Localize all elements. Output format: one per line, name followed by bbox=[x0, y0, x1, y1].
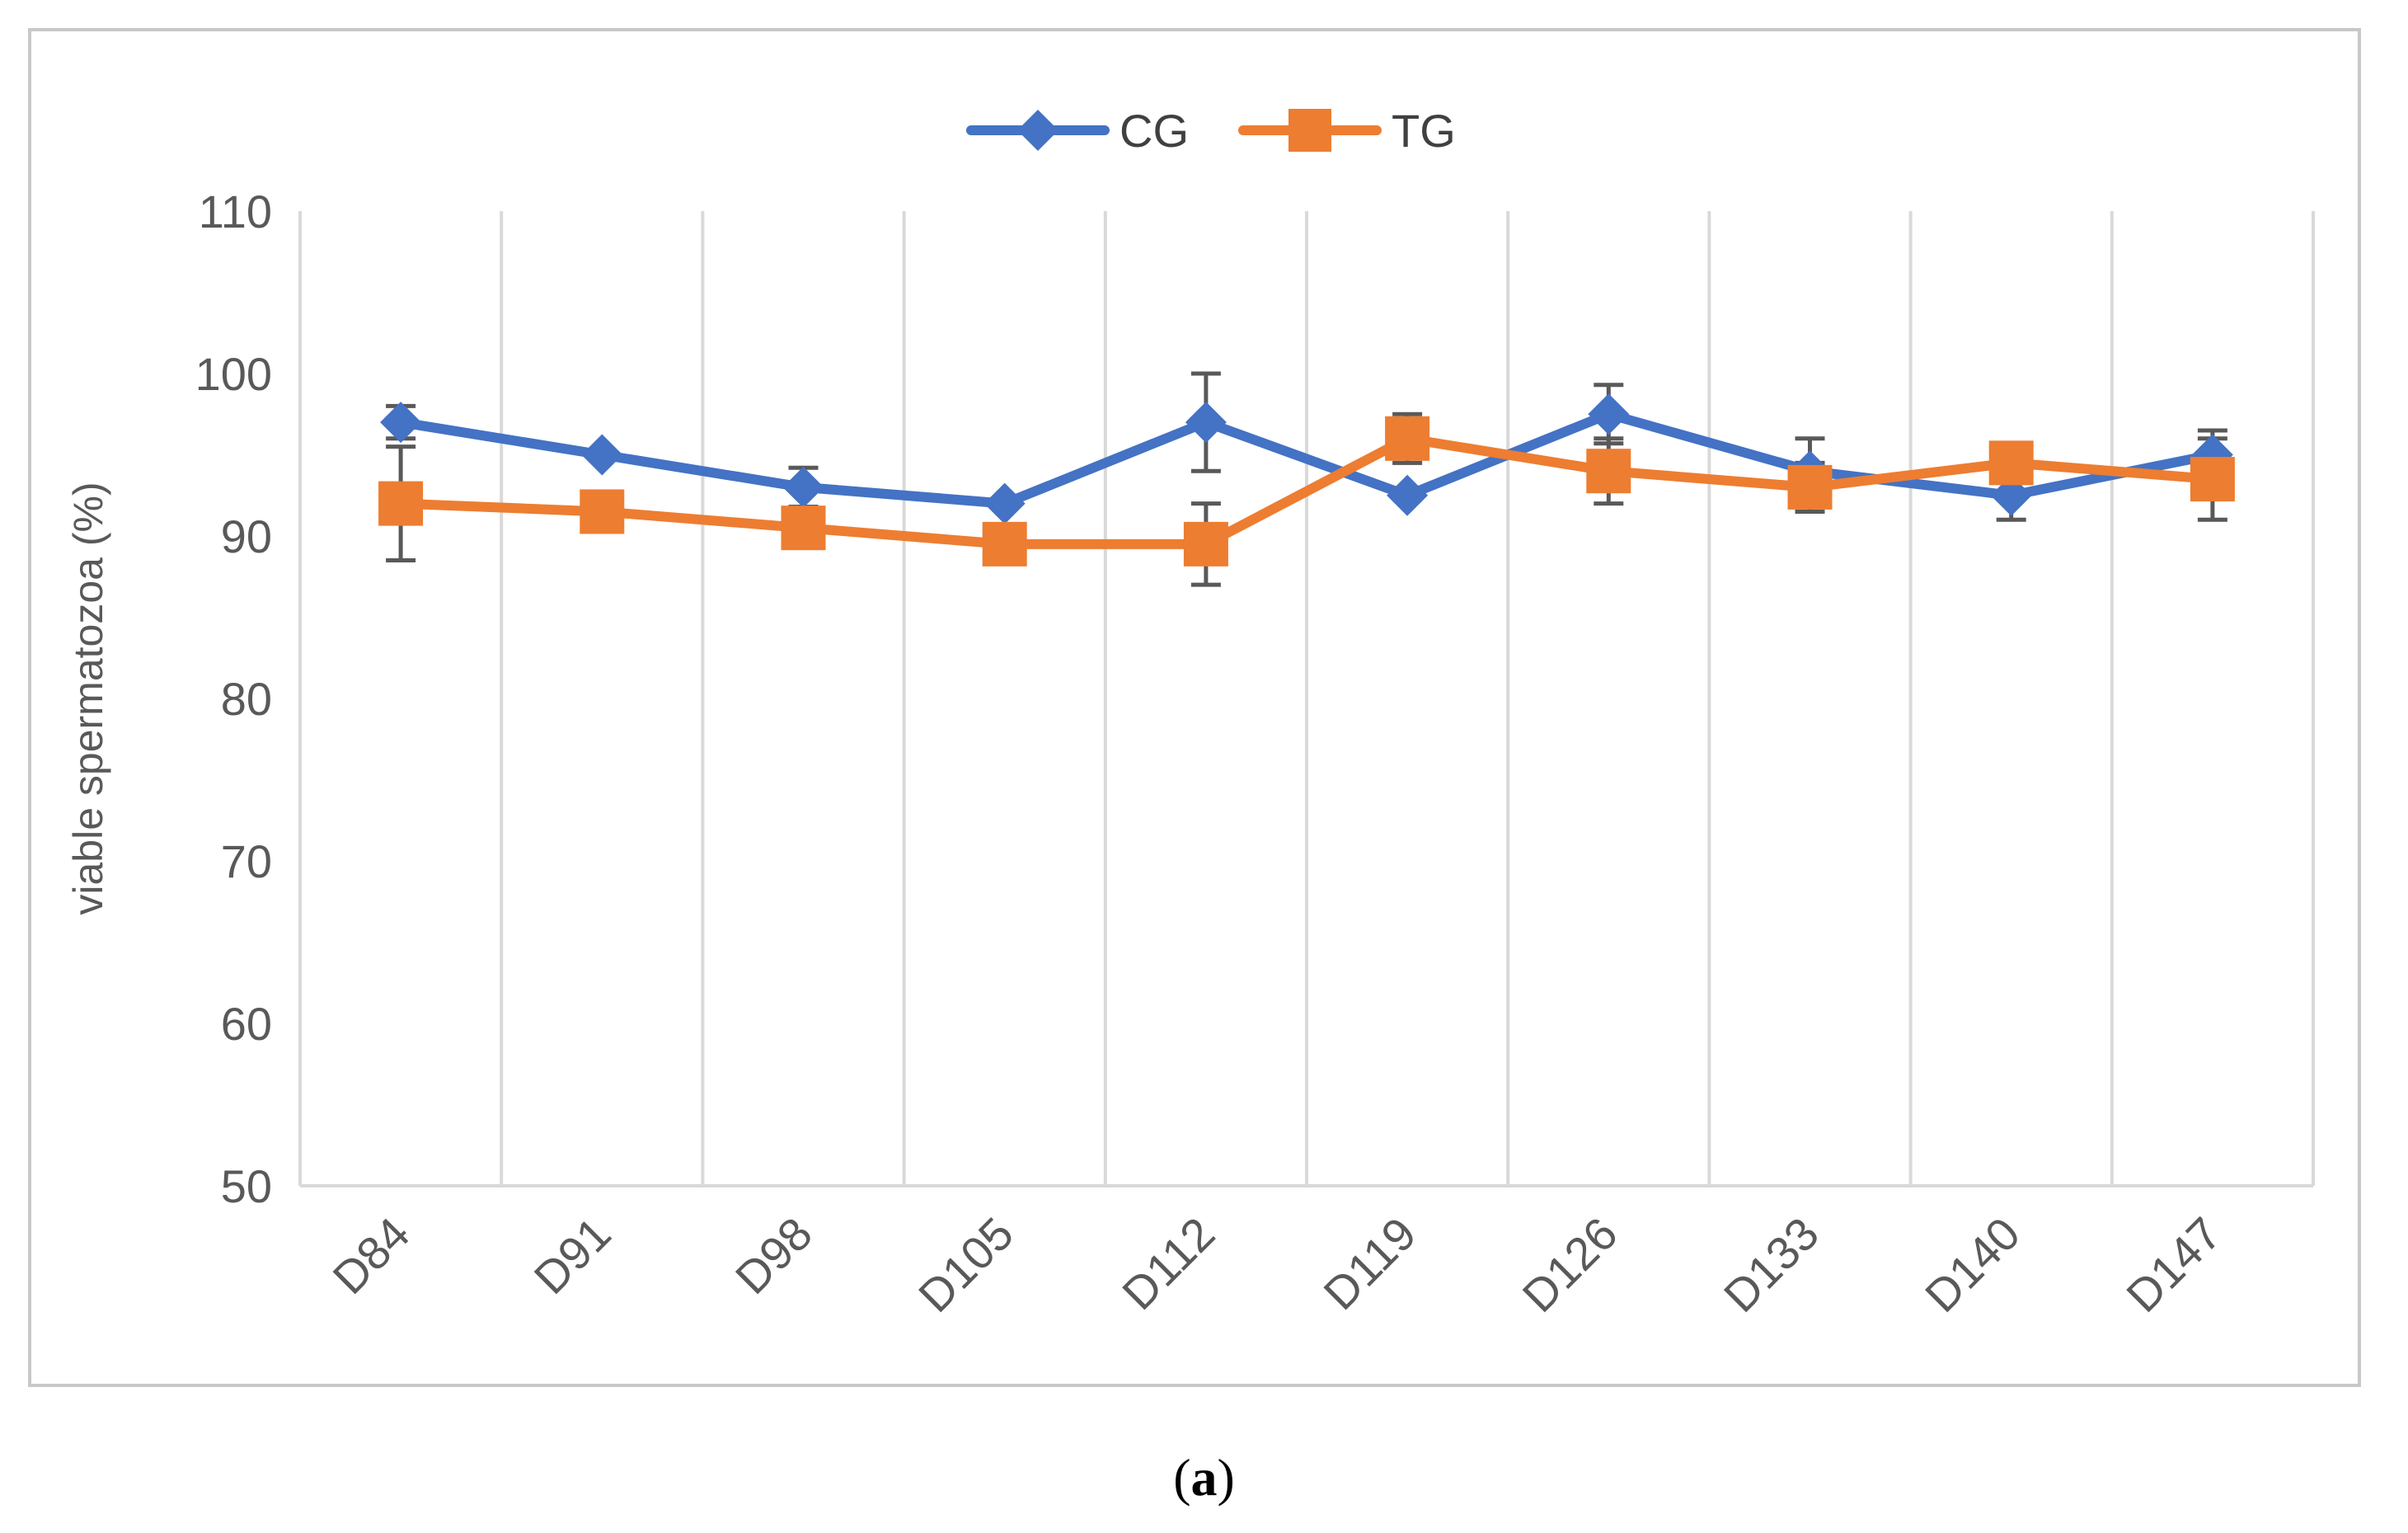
gridlines bbox=[298, 211, 2315, 1186]
data-point-tg bbox=[1385, 416, 1430, 461]
y-tick-label: 110 bbox=[199, 186, 272, 237]
data-point-tg bbox=[1787, 464, 1833, 510]
line-chart: 50 60 70 80 90 100 110 D84 D91 D98 D105 D112 D119 D1… bbox=[65, 105, 2315, 1322]
x-tick-label: D91 bbox=[524, 1207, 621, 1304]
data-point-cg bbox=[1185, 402, 1227, 444]
data-point-cg bbox=[983, 482, 1026, 524]
legend-label-cg: CG bbox=[1120, 105, 1189, 157]
caption-letter: a bbox=[1190, 1448, 1218, 1507]
x-tick-label: D147 bbox=[2116, 1207, 2231, 1322]
data-point-tg bbox=[781, 506, 826, 551]
caption-close: ) bbox=[1217, 1448, 1235, 1507]
y-tick-label: 70 bbox=[221, 835, 272, 887]
x-tick-label: D105 bbox=[908, 1207, 1023, 1322]
y-tick-label: 90 bbox=[221, 510, 272, 562]
y-tick-label: 50 bbox=[221, 1160, 272, 1212]
legend-marker-tg bbox=[1288, 109, 1331, 152]
x-tick-label: D98 bbox=[725, 1207, 822, 1304]
y-tick-label: 100 bbox=[195, 348, 272, 400]
data-point-cg bbox=[581, 434, 623, 476]
y-tick-labels: 50 60 70 80 90 100 110 bbox=[195, 186, 272, 1212]
data-point-tg bbox=[2190, 457, 2235, 502]
chart-frame: 50 60 70 80 90 100 110 D84 D91 D98 D105 D112 D119 D1… bbox=[28, 28, 2361, 1387]
series-lines bbox=[396, 409, 2218, 549]
x-tick-label: D140 bbox=[1915, 1207, 2030, 1322]
x-tick-label: D126 bbox=[1513, 1207, 1627, 1322]
legend-label-tg: TG bbox=[1392, 105, 1456, 157]
x-tick-labels: D84 D91 D98 D105 D112 D119 D126 D133 D140 D147 bbox=[322, 1207, 2231, 1322]
data-point-tg bbox=[580, 489, 625, 534]
legend: CG TG bbox=[966, 105, 1456, 157]
data-point-tg bbox=[1988, 440, 2034, 486]
x-tick-label: D119 bbox=[1313, 1207, 1425, 1319]
series-line-cg bbox=[396, 409, 2218, 509]
y-axis-title: viable spermatozoa (%) bbox=[65, 482, 111, 915]
series-markers bbox=[378, 393, 2235, 567]
figure-caption: (a) bbox=[0, 1447, 2408, 1508]
data-point-tg bbox=[982, 521, 1027, 567]
x-tick-label: D112 bbox=[1112, 1207, 1224, 1319]
caption-open: ( bbox=[1173, 1448, 1191, 1507]
data-point-cg bbox=[1387, 474, 1429, 516]
series-line-tg bbox=[396, 433, 2218, 549]
y-tick-label: 80 bbox=[221, 673, 272, 725]
data-point-cg bbox=[380, 402, 422, 444]
x-tick-label: D133 bbox=[1714, 1207, 1828, 1322]
data-point-cg bbox=[782, 466, 824, 508]
data-point-tg bbox=[1183, 521, 1228, 567]
legend-marker-cg bbox=[1017, 110, 1058, 151]
data-point-tg bbox=[378, 481, 424, 526]
data-point-cg bbox=[1588, 393, 1630, 435]
x-tick-label: D84 bbox=[322, 1207, 419, 1304]
data-point-tg bbox=[1586, 449, 1631, 494]
y-tick-label: 60 bbox=[221, 998, 272, 1050]
